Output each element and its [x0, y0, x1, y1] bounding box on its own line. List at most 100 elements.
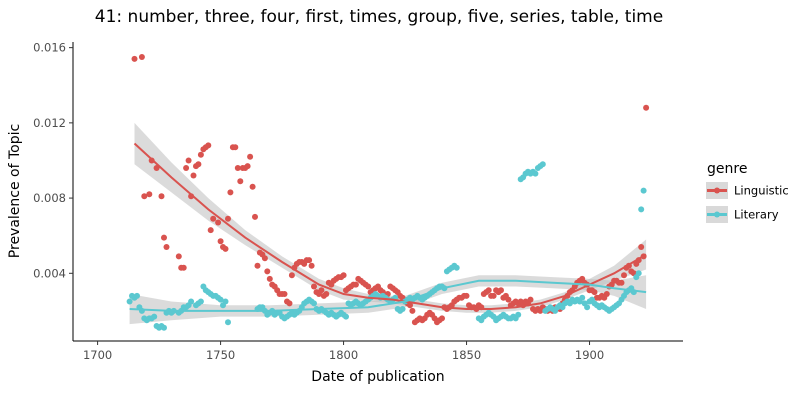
data-point-linguistic	[603, 291, 610, 297]
data-point-literary	[539, 161, 546, 168]
data-point-linguistic	[197, 151, 204, 158]
data-point-linguistic	[618, 279, 625, 286]
data-point-linguistic	[146, 191, 153, 198]
data-point-linguistic	[158, 193, 165, 200]
data-point-linguistic	[254, 262, 261, 269]
data-point-literary	[584, 304, 591, 311]
data-points	[126, 54, 650, 331]
data-point-literary	[640, 187, 647, 194]
y-tick-label: 0.004	[33, 266, 66, 280]
data-point-literary	[532, 170, 539, 177]
data-point-linguistic	[281, 291, 288, 297]
x-tick-label: 1850	[452, 348, 481, 362]
data-point-linguistic	[409, 307, 416, 314]
x-tick-label: 1750	[206, 348, 235, 362]
data-point-linguistic	[490, 292, 497, 299]
data-point-linguistic	[323, 291, 330, 297]
legend-item-literary: Literary	[706, 206, 779, 223]
data-point-linguistic	[131, 55, 138, 62]
data-point-linguistic	[207, 227, 214, 234]
data-point-linguistic	[225, 215, 231, 222]
data-point-linguistic	[311, 283, 317, 290]
data-point-literary	[453, 264, 460, 271]
legend-key-dot	[714, 211, 720, 218]
trend-line-linguistic	[133, 142, 647, 310]
data-point-linguistic	[505, 296, 512, 303]
data-point-linguistic	[286, 300, 293, 307]
data-point-linguistic	[234, 165, 241, 171]
data-point-linguistic	[247, 153, 254, 160]
data-point-linguistic	[264, 268, 271, 275]
data-point-linguistic	[215, 219, 222, 226]
data-point-literary	[188, 298, 195, 305]
data-point-literary	[399, 306, 406, 312]
data-point-linguistic	[306, 257, 313, 264]
data-point-linguistic	[237, 178, 244, 185]
data-point-linguistic	[180, 264, 187, 271]
data-point-linguistic	[138, 54, 145, 60]
data-point-linguistic	[407, 302, 413, 309]
data-point-linguistic	[205, 142, 212, 149]
data-point-linguistic	[163, 244, 170, 250]
data-point-linguistic	[195, 161, 202, 168]
data-point-linguistic	[485, 287, 492, 294]
plot-area	[126, 54, 650, 331]
data-point-linguistic	[318, 287, 325, 294]
trend-line-literary	[129, 279, 647, 312]
x-tick-label: 1800	[329, 348, 358, 362]
data-point-linguistic	[252, 213, 258, 220]
data-point-linguistic	[261, 255, 268, 262]
trend-lines	[129, 142, 647, 312]
data-point-literary	[126, 298, 133, 305]
data-point-linguistic	[591, 289, 598, 296]
data-point-linguistic	[161, 234, 167, 241]
y-axis-label: Prevalence of Topic	[7, 124, 23, 258]
legend-key-dot	[714, 187, 720, 194]
legend-label-literary: Literary	[734, 208, 779, 222]
x-tick-label: 1700	[83, 348, 112, 362]
data-point-literary	[197, 298, 204, 305]
data-point-linguistic	[365, 283, 372, 290]
x-tick-label: 1900	[575, 348, 604, 362]
data-point-linguistic	[352, 281, 359, 288]
data-point-literary	[222, 298, 229, 305]
data-point-linguistic	[141, 193, 148, 200]
data-point-linguistic	[183, 165, 190, 171]
data-point-literary	[225, 319, 231, 326]
data-point-linguistic	[439, 315, 445, 322]
data-point-linguistic	[463, 292, 470, 299]
data-point-literary	[343, 313, 349, 320]
data-point-linguistic	[232, 144, 239, 151]
y-axis-ticks: 0.004 0.008 0.012 0.016	[33, 41, 73, 280]
data-point-literary	[638, 206, 645, 213]
data-point-literary	[311, 300, 317, 307]
data-point-literary	[217, 296, 224, 303]
y-tick-label: 0.008	[33, 191, 66, 205]
data-point-linguistic	[643, 104, 650, 111]
data-point-linguistic	[266, 275, 273, 282]
data-point-literary	[579, 294, 586, 301]
data-point-linguistic	[638, 244, 645, 250]
data-point-linguistic	[527, 296, 534, 303]
data-point-literary	[151, 313, 158, 320]
data-point-linguistic	[249, 183, 256, 190]
data-point-linguistic	[244, 163, 251, 170]
data-point-linguistic	[340, 272, 347, 279]
x-axis-label: Date of publication	[311, 369, 444, 385]
legend-title: genre	[707, 161, 747, 177]
data-point-linguistic	[498, 287, 504, 294]
data-point-linguistic	[227, 189, 234, 196]
data-point-literary	[134, 292, 140, 299]
x-axis-ticks: 1700 1750 1800 1850 1900	[83, 341, 604, 362]
data-point-linguistic	[175, 253, 182, 260]
data-point-literary	[161, 324, 167, 331]
data-point-linguistic	[210, 215, 217, 222]
chart-title: 41: number, three, four, first, times, g…	[95, 7, 663, 27]
y-tick-label: 0.016	[33, 41, 66, 55]
data-point-linguistic	[308, 262, 315, 269]
legend-label-linguistic: Linguistic	[734, 184, 789, 198]
data-point-literary	[515, 311, 522, 318]
data-point-literary	[635, 270, 642, 277]
legend: genre Linguistic Literary	[706, 161, 789, 223]
